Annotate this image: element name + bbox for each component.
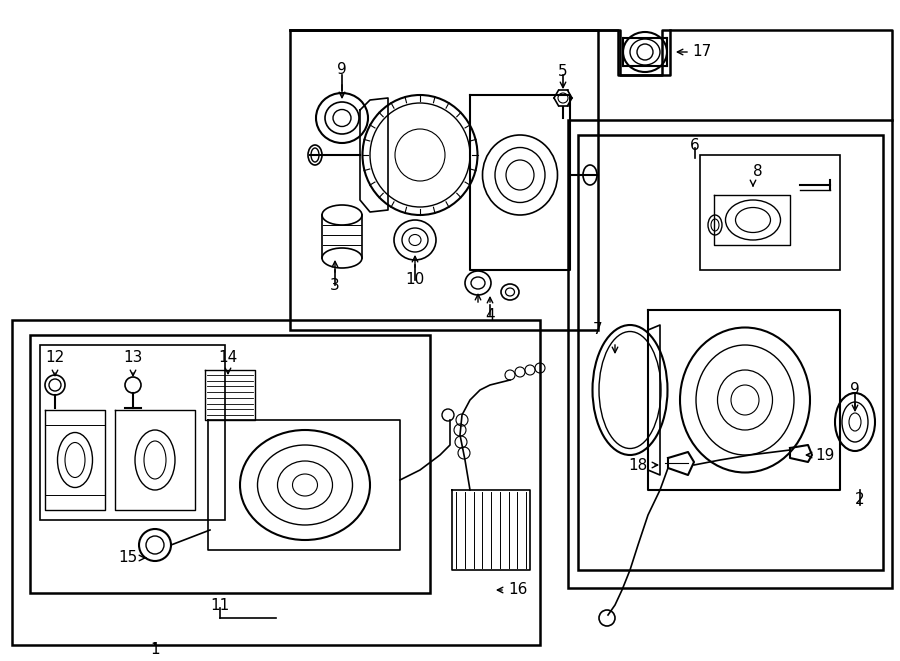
Text: 3: 3 xyxy=(330,278,340,293)
Text: 11: 11 xyxy=(211,598,230,613)
Bar xyxy=(578,135,883,570)
Text: 8: 8 xyxy=(753,165,763,180)
Text: 15: 15 xyxy=(119,551,138,566)
Text: 14: 14 xyxy=(219,350,238,366)
Text: 1: 1 xyxy=(150,642,160,658)
Text: 16: 16 xyxy=(508,582,527,598)
Text: 4: 4 xyxy=(485,307,495,323)
Bar xyxy=(290,30,598,330)
Text: 13: 13 xyxy=(123,350,143,366)
Text: 9: 9 xyxy=(850,383,860,397)
Bar xyxy=(30,335,430,593)
Text: 7: 7 xyxy=(593,323,603,338)
Bar xyxy=(568,120,892,588)
Text: 6: 6 xyxy=(690,137,700,153)
Text: 5: 5 xyxy=(558,65,568,79)
Bar xyxy=(700,155,840,270)
Text: 18: 18 xyxy=(628,457,648,473)
Bar xyxy=(12,320,540,645)
Text: 19: 19 xyxy=(815,447,834,463)
Text: 9: 9 xyxy=(338,63,346,77)
Text: 17: 17 xyxy=(692,44,712,59)
Bar xyxy=(40,345,225,520)
Text: 12: 12 xyxy=(45,350,65,366)
Text: 2: 2 xyxy=(855,492,865,508)
Text: 10: 10 xyxy=(405,272,425,288)
